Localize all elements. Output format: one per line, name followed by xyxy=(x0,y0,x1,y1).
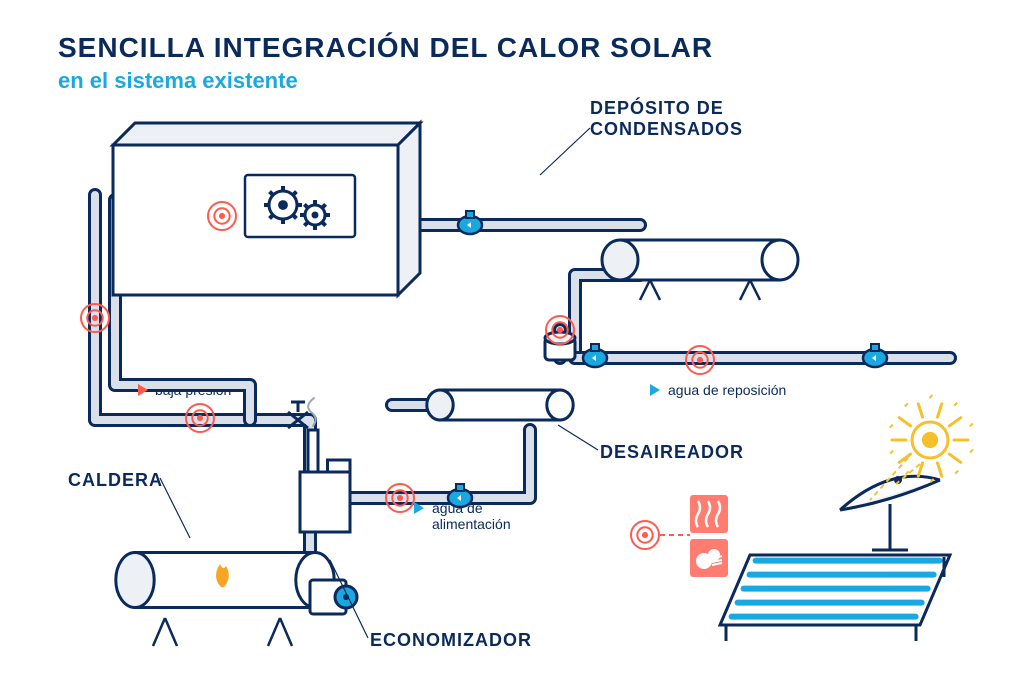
diagram-svg xyxy=(0,0,1024,700)
